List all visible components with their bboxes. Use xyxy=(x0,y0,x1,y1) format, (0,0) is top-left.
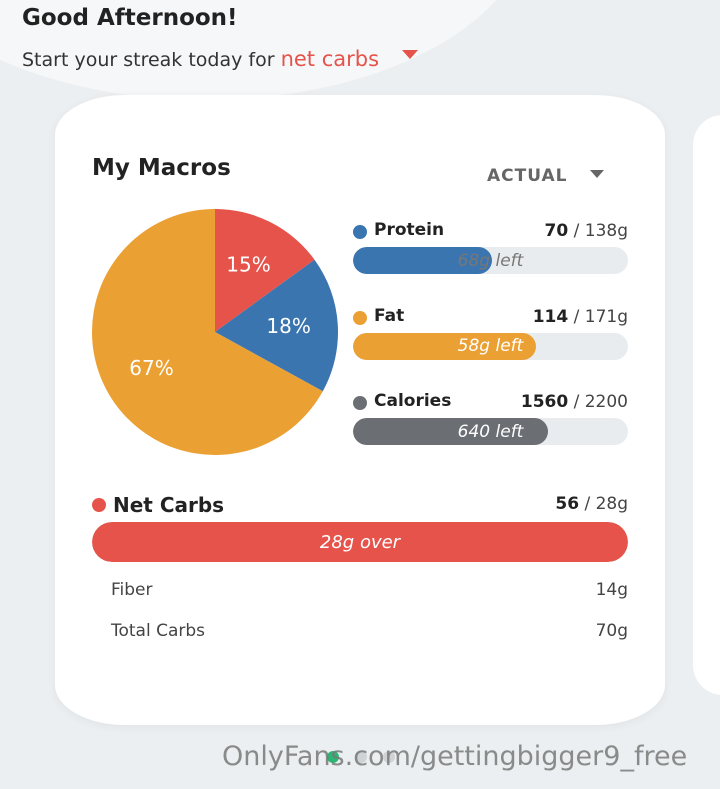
slice-label: 18% xyxy=(266,314,310,338)
macro-amount: 114 / 171g xyxy=(533,307,628,327)
progress-fill xyxy=(353,418,548,445)
dropdown-arrow[interactable] xyxy=(402,50,418,60)
progress-status: 68g left xyxy=(457,250,524,271)
progress-status: 640 left xyxy=(457,421,524,442)
macro-goal: / 171g xyxy=(573,306,628,327)
subtitle: Start your streak today for xyxy=(22,49,275,71)
watermark: OnlyFans.com/gettingbigger9_free xyxy=(222,741,688,772)
legend-dot xyxy=(353,225,367,239)
streak-text: Start your streak today for net carbs xyxy=(22,47,379,71)
slice-label: 15% xyxy=(226,253,270,277)
macro-value: 56 xyxy=(555,494,580,514)
pager xyxy=(327,751,395,763)
streak-target[interactable]: net carbs xyxy=(280,47,380,71)
view-arrow[interactable] xyxy=(590,170,604,178)
macro-amount: 70 / 138g xyxy=(545,221,628,241)
slice-label: 67% xyxy=(129,356,173,380)
detail-label: Total Carbs xyxy=(111,621,206,641)
legend-dot xyxy=(353,310,367,325)
progress-track: 58g left xyxy=(353,332,628,360)
progress-track: 28g over xyxy=(92,522,628,562)
macro-value: 1560 xyxy=(520,392,569,412)
macro-value: 70 xyxy=(544,221,569,241)
pie-slice xyxy=(91,209,323,455)
card-title: My Macros xyxy=(92,155,231,181)
macro-name: Fat xyxy=(374,305,405,326)
pie-slice xyxy=(215,259,338,392)
progress-fill xyxy=(92,522,628,562)
progress-track: 640 left xyxy=(353,418,628,445)
macro-name: Calories xyxy=(374,391,452,411)
legend-dot xyxy=(92,498,106,512)
detail-value: 14g xyxy=(595,580,628,600)
pie-slice xyxy=(215,209,315,332)
detail-value: 70g xyxy=(595,621,628,641)
detail-label: Fiber xyxy=(111,580,153,600)
progress-status: 28g over xyxy=(319,531,401,553)
pie-chart: 15% 18% 67% xyxy=(91,209,338,455)
macro-name: Protein xyxy=(374,220,445,240)
progress-track: 68g left xyxy=(353,247,628,274)
macro-goal: / 28g xyxy=(584,494,628,514)
macro-name: Net Carbs xyxy=(113,493,225,517)
progress-fill xyxy=(353,332,537,360)
macro-amount: 56 / 28g xyxy=(555,494,628,514)
greeting: Good Afternoon! xyxy=(22,5,238,31)
view-selector[interactable]: ACTUAL xyxy=(487,166,568,186)
next-card xyxy=(693,115,720,695)
macro-amount: 1560 / 2200 xyxy=(521,392,628,412)
progress-fill xyxy=(353,247,493,274)
macro-value: 114 xyxy=(532,306,569,327)
macro-goal: / 138g xyxy=(573,221,628,241)
legend-dot xyxy=(353,396,367,410)
macro-goal: / 2200 xyxy=(573,392,628,412)
progress-status: 58g left xyxy=(457,336,524,356)
